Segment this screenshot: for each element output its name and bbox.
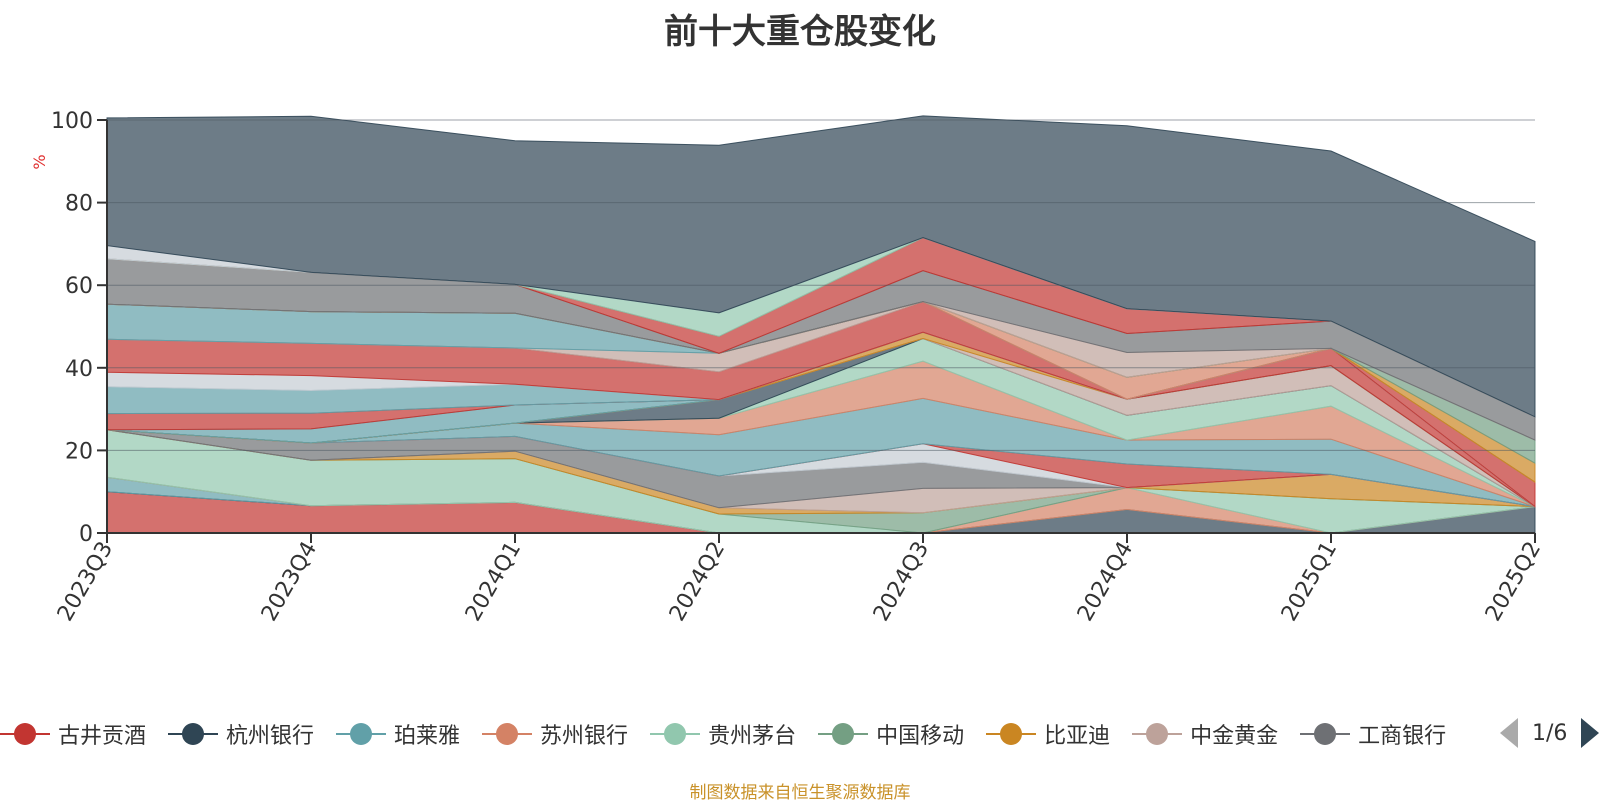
legend-prev-page-button[interactable] [1500,718,1518,748]
legend-label: 中金黄金 [1190,724,1279,749]
legend-label: 贵州茅台 [708,724,797,749]
x-tick-label: 2025Q2 [1481,538,1546,626]
stacked-area-chart: 0 20 40 60 80 100 2023Q3 2023Q4 2024Q1 2024Q2 2024… [30,109,1546,626]
legend-label: 古井贡酒 [58,724,147,749]
legend-item[interactable]: 杭州银行 [168,718,314,750]
y-tick-label: 100 [51,109,93,134]
legend-swatch [168,722,219,746]
y-tick-label: 80 [65,192,93,217]
legend-label: 苏州银行 [540,724,629,749]
legend-swatch [650,722,701,746]
x-tick-label: 2023Q3 [53,538,118,626]
x-tick-label: 2024Q2 [665,538,730,626]
legend-next-page-button[interactable] [1581,718,1600,748]
x-tick-label: 2023Q4 [257,538,322,626]
legend-swatch [986,722,1037,746]
legend-swatch [1300,722,1351,746]
legend-swatch [482,722,533,746]
x-tick-label: 2025Q1 [1277,538,1342,626]
legend-swatch [336,722,387,746]
legend-pager: 1/6 [1500,718,1600,748]
y-tick-label: 0 [79,522,93,547]
legend: 古井贡酒 杭州银行 珀莱雅 苏州银行 贵州茅台 中国移动 比亚迪 中金黄金 工商银行 [0,714,1480,754]
legend-item[interactable]: 中金黄金 [1132,718,1278,750]
legend-item[interactable]: 珀莱雅 [336,718,460,750]
legend-item[interactable]: 贵州茅台 [650,718,796,750]
legend-item[interactable]: 中国移动 [818,718,964,750]
x-tick-label: 2024Q4 [1073,538,1138,626]
y-tick-label: 20 [65,439,93,464]
legend-swatch [1132,722,1183,746]
legend-item[interactable]: 工商银行 [1300,718,1446,750]
legend-swatch [0,722,50,746]
source-note: 制图数据来自恒生聚源数据库 [689,783,911,803]
y-tick-label: 60 [65,274,93,299]
legend-label: 珀莱雅 [394,724,461,749]
chart-title: 前十大重仓股变化 [664,12,936,52]
legend-label: 比亚迪 [1044,724,1111,749]
legend-label: 中国移动 [876,724,965,749]
area-series-group [106,115,1536,534]
y-axis-label: % [30,154,49,169]
legend-page-indicator: 1/6 [1532,720,1568,746]
legend-label: 工商银行 [1358,724,1447,749]
x-tick-label: 2024Q1 [461,538,526,626]
legend-item[interactable]: 古井贡酒 [0,718,146,750]
y-tick-label: 40 [65,357,93,382]
area-series-series-32 [106,115,1536,418]
legend-swatch [818,722,869,746]
legend-item[interactable]: 苏州银行 [482,718,628,750]
legend-item[interactable]: 比亚迪 [986,718,1110,750]
x-tick-label: 2024Q3 [869,538,934,626]
legend-label: 杭州银行 [226,724,315,749]
